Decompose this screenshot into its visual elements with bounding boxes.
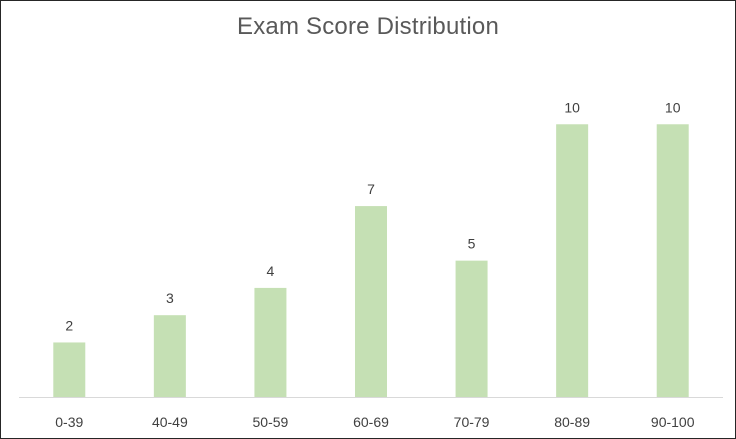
x-tick-label-50-59: 50-59 — [253, 414, 289, 430]
bar-50-59 — [254, 287, 287, 397]
x-tick-label-70-79: 70-79 — [454, 414, 490, 430]
bar-0-39 — [53, 342, 86, 397]
data-label-0-39: 2 — [65, 317, 73, 333]
x-tick-label-40-49: 40-49 — [152, 414, 188, 430]
bar-80-89 — [556, 124, 589, 397]
data-labels-group: 2 3 4 7 5 10 10 — [65, 99, 680, 333]
x-tick-labels-group: 0-39 40-49 50-59 60-69 70-79 80-89 90-100 — [55, 414, 694, 430]
data-label-70-79: 5 — [468, 236, 476, 252]
bar-60-69 — [355, 206, 387, 397]
x-tick-label-90-100: 90-100 — [651, 414, 695, 430]
x-tick-label-60-69: 60-69 — [353, 414, 389, 430]
bar-70-79 — [455, 260, 488, 397]
chart-title: Exam Score Distribution — [236, 13, 500, 40]
bars-group — [53, 124, 689, 397]
data-label-40-49: 3 — [166, 290, 174, 306]
data-label-60-69: 7 — [367, 181, 375, 197]
bar-90-100 — [656, 124, 689, 397]
data-label-50-59: 4 — [267, 263, 275, 279]
x-tick-label-80-89: 80-89 — [554, 414, 590, 430]
x-tick-label-0-39: 0-39 — [55, 414, 83, 430]
bar-40-49 — [153, 315, 186, 397]
data-label-90-100: 10 — [665, 99, 681, 115]
data-label-80-89: 10 — [564, 99, 580, 115]
